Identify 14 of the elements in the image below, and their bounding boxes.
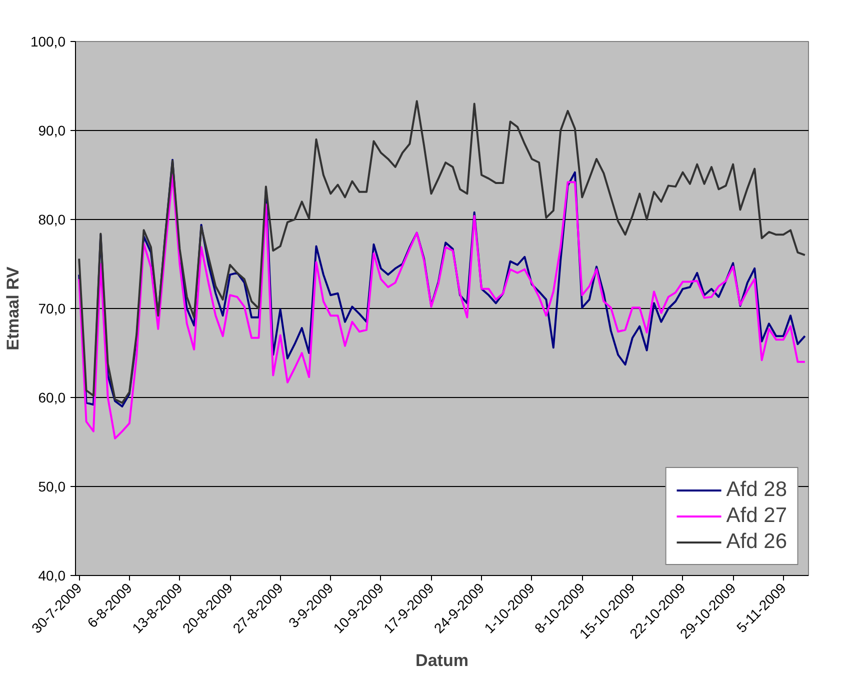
legend-label: Afd 27 — [726, 504, 787, 528]
line-series — [78, 174, 806, 440]
legend-label: Afd 26 — [726, 530, 787, 554]
y-tick-label: 100,0 — [30, 34, 66, 50]
legend-label: Afd 28 — [726, 478, 787, 502]
line-series — [78, 100, 806, 404]
y-tick-label: 90,0 — [38, 122, 66, 138]
y-tick-label: 80,0 — [38, 212, 66, 228]
y-axis-title: Etmaal RV — [3, 266, 22, 350]
y-tick-label: 60,0 — [38, 390, 66, 406]
x-axis-title: Datum — [416, 651, 468, 670]
y-tick-label: 70,0 — [38, 300, 66, 316]
y-tick-label: 40,0 — [38, 568, 66, 584]
y-tick-label: 50,0 — [38, 478, 66, 494]
